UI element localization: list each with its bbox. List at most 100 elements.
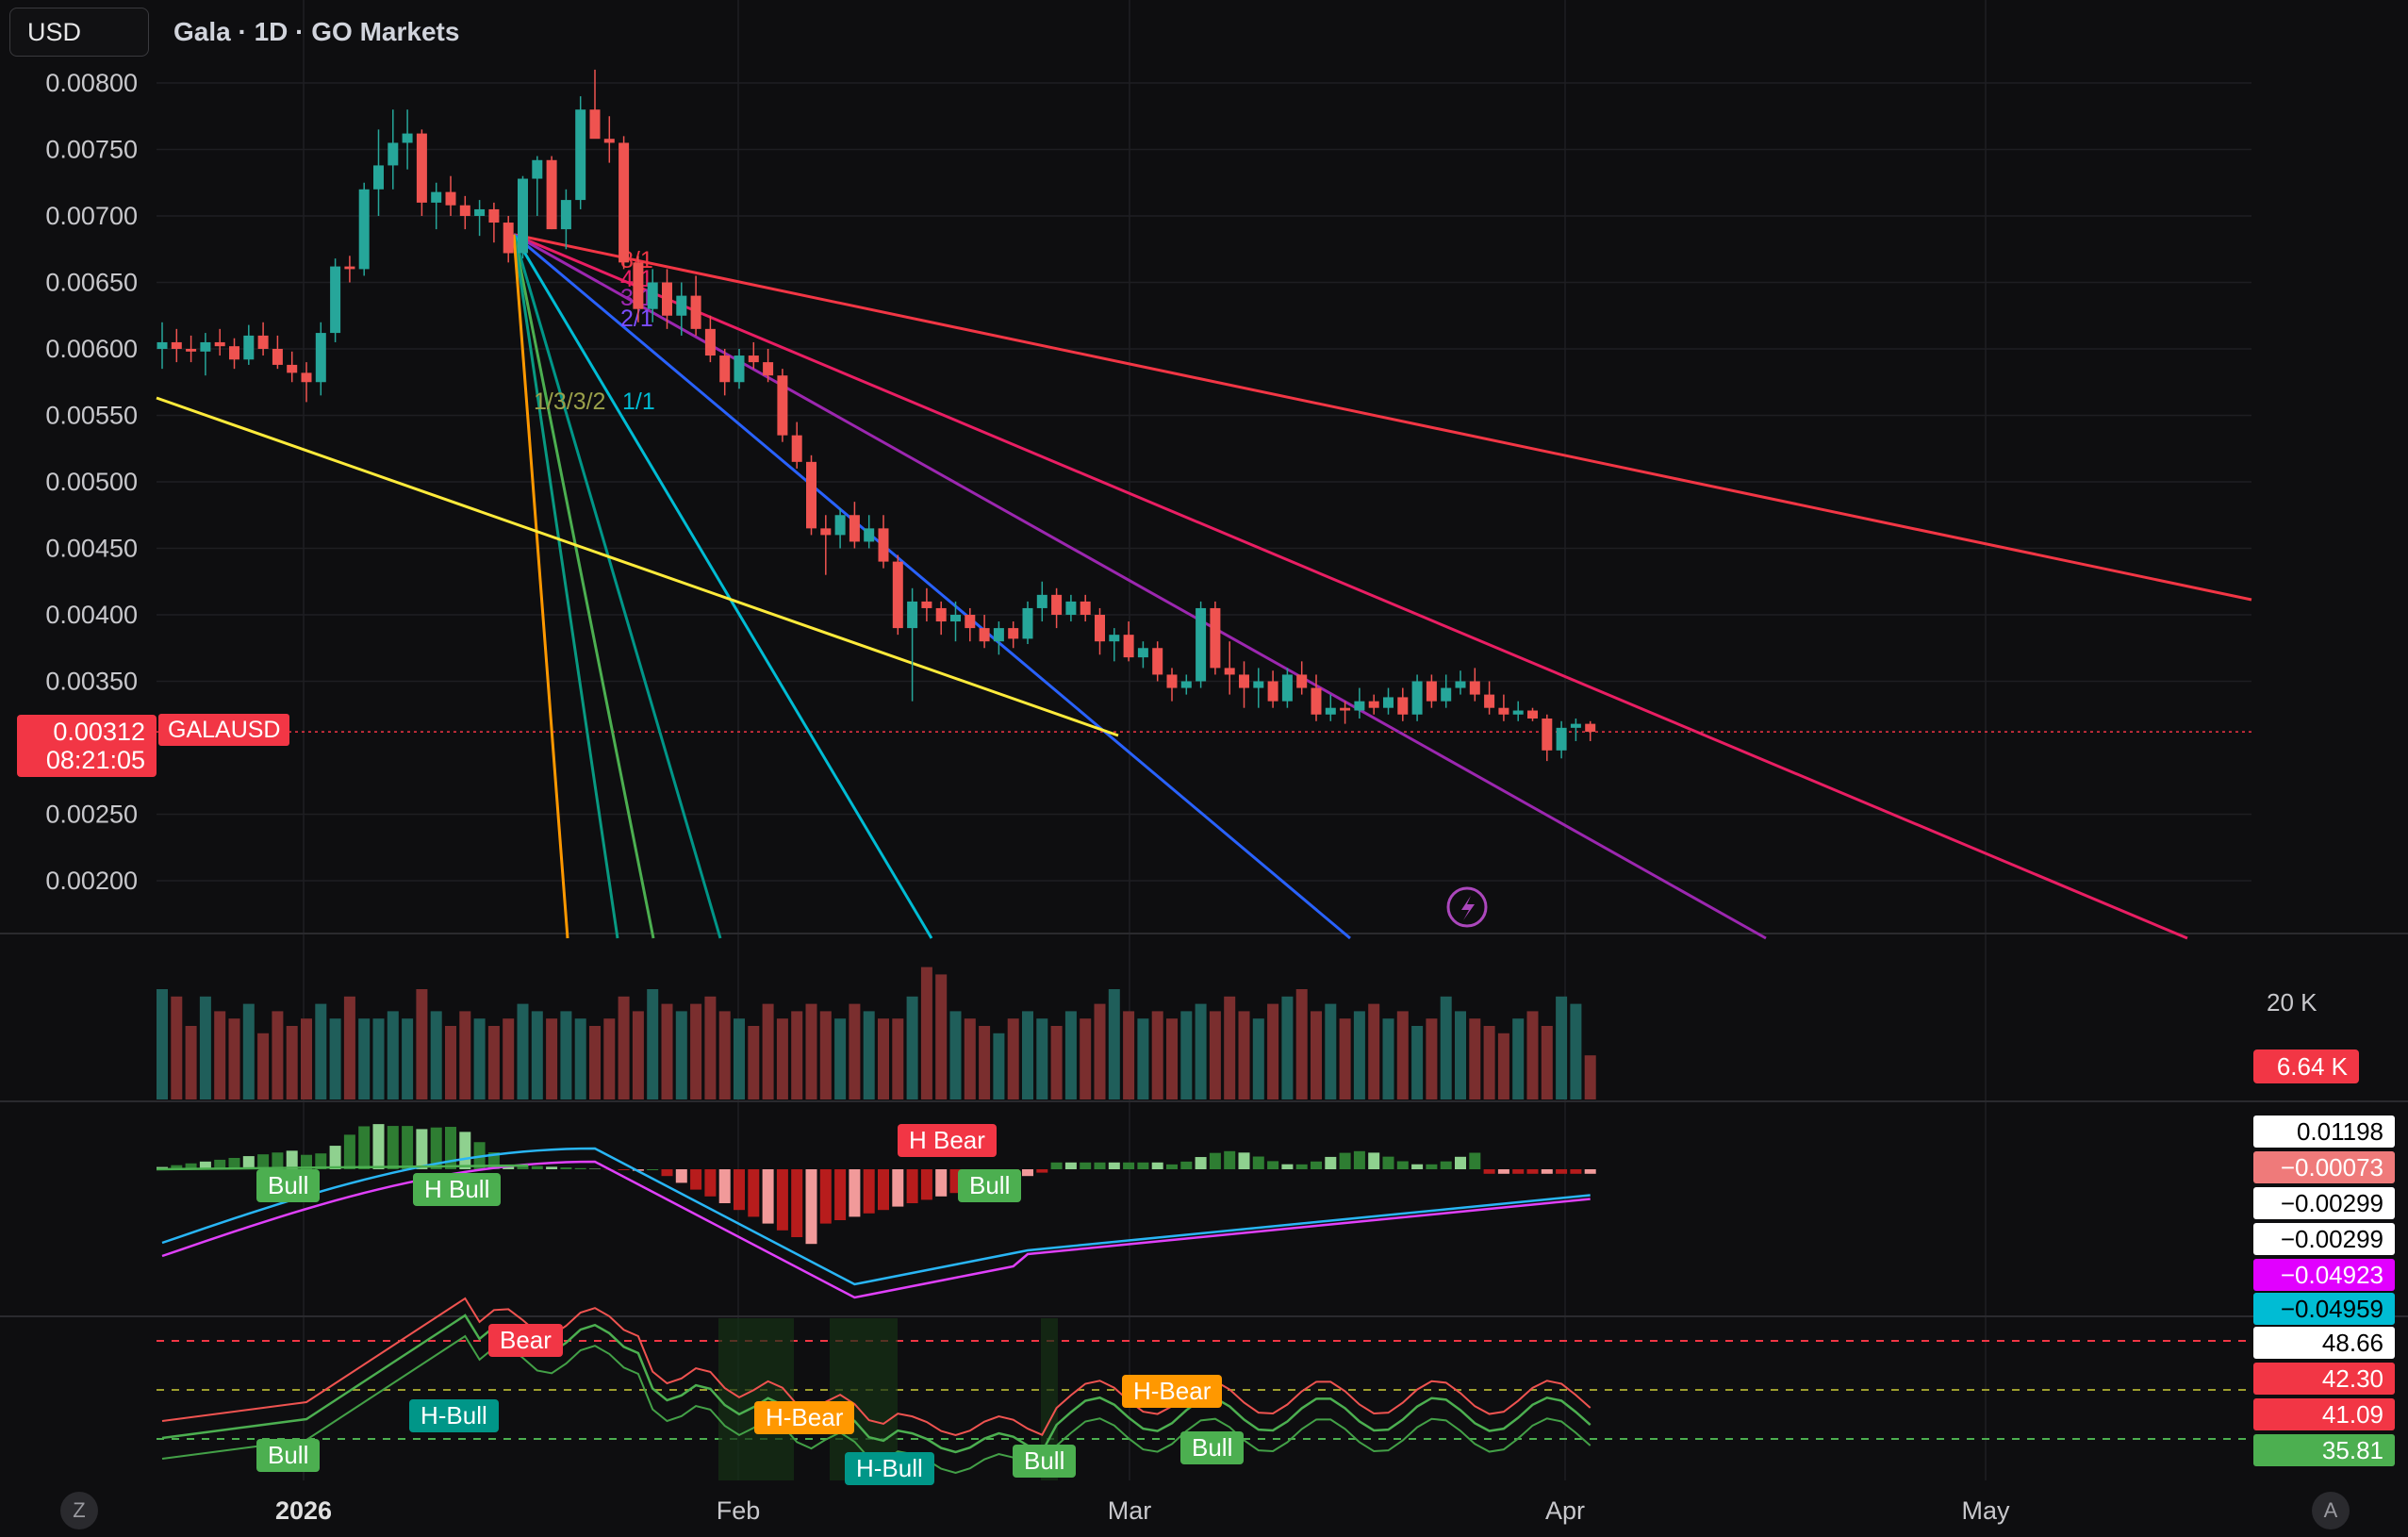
candle-body [186, 349, 197, 352]
rsi-shaded-zone [1041, 1318, 1058, 1480]
macd-histogram-bar [1339, 1152, 1351, 1169]
candle-body [416, 133, 427, 203]
volume-bar [430, 1011, 442, 1099]
macd-histogram-bar [1281, 1164, 1294, 1169]
zoom-reset-button[interactable]: Z [60, 1492, 98, 1529]
candle-body [892, 561, 903, 629]
candle-body [1065, 601, 1077, 615]
macd-histogram-bar [863, 1169, 875, 1214]
volume-bar [776, 1018, 788, 1099]
volume-bar [1353, 1011, 1365, 1099]
volume-bar [704, 996, 717, 1099]
volume-bar [372, 1018, 385, 1099]
macd-signal-label: Bull [256, 1169, 321, 1202]
macd-histogram-bar [1022, 1169, 1033, 1177]
candle-body [402, 133, 413, 143]
symbol-label: GALAUSD [158, 714, 290, 746]
candle-body [806, 461, 816, 529]
rsi-signal-label: Bull [256, 1439, 321, 1472]
volume-bar [603, 1018, 616, 1099]
macd-histogram-bar [445, 1127, 456, 1169]
volume-bar [546, 1018, 558, 1099]
volume-bar [1325, 1003, 1337, 1099]
macd-histogram-bar [661, 1169, 673, 1177]
candle-body [1166, 674, 1178, 688]
rsi-signal-label: H-Bull [845, 1452, 934, 1485]
volume-bar [1382, 1018, 1394, 1099]
candle-body [748, 355, 759, 363]
macd-signal-label: H Bull [413, 1173, 502, 1206]
macd-histogram-bar [531, 1165, 543, 1169]
candle-body [503, 223, 514, 254]
trend-line [156, 396, 1119, 737]
volume-bar [1584, 1055, 1596, 1099]
rsi-signal-label: Bull [1013, 1445, 1077, 1478]
volume-bar [171, 996, 183, 1099]
macd-histogram-bar [849, 1169, 861, 1217]
macd-histogram-bar [171, 1165, 183, 1169]
macd-value-badge [2253, 1116, 2395, 1148]
macd-histogram-bar [1483, 1169, 1495, 1174]
rsi-value: 35.81 [2322, 1436, 2383, 1464]
candle-body [1556, 727, 1567, 751]
candle-body [791, 435, 802, 462]
volume-bar [1556, 996, 1568, 1099]
rsi-signal-label: Bull [1180, 1431, 1245, 1464]
divergence-line [156, 1164, 529, 1171]
candle-body [315, 333, 326, 383]
macd-histogram-bar [1455, 1156, 1466, 1169]
volume-bar [1209, 1011, 1221, 1099]
volume-bar [560, 1011, 572, 1099]
rsi-value-badge [2253, 1434, 2395, 1466]
macd-histogram-bar [1512, 1169, 1525, 1174]
candle-body [518, 178, 528, 254]
volume-bar [1080, 1018, 1092, 1099]
chart-title: Gala · 1D · GO Markets [173, 17, 460, 46]
candle-body [1109, 635, 1120, 642]
volume-bar [1267, 1003, 1279, 1099]
macd-histogram-bar [1440, 1161, 1452, 1169]
candle-body [200, 341, 211, 352]
macd-histogram-bar [1570, 1169, 1582, 1174]
candle-body [1180, 681, 1192, 688]
macd-histogram-bar [402, 1126, 414, 1169]
macd-histogram-bar [618, 1169, 630, 1170]
volume-bar [1050, 1026, 1063, 1099]
volume-bar [718, 1011, 731, 1099]
candle-body [1137, 648, 1148, 658]
macd-histogram-bar [1526, 1169, 1539, 1174]
volume-bar [734, 1018, 745, 1099]
macd-histogram-bar [1036, 1169, 1048, 1173]
gann-fan-drawing[interactable]: 8/14/13/12/11/11/3/3/2 [156, 233, 2252, 940]
volume-bar [863, 1011, 875, 1099]
rsi-value-badge [2253, 1363, 2395, 1395]
candle-body [907, 601, 918, 629]
macd-histogram-bar [920, 1169, 932, 1200]
volume-bar [1195, 1003, 1207, 1099]
auto-scale-button[interactable]: A [2312, 1492, 2350, 1529]
gann-fan-line [512, 234, 655, 939]
candle-body [214, 341, 225, 347]
rsi-signal-label: H-Bull [409, 1399, 499, 1432]
price-tick-label: 0.00600 [45, 335, 138, 363]
candle-body [243, 335, 255, 360]
candle-body [330, 266, 341, 334]
volume-bar [805, 1003, 817, 1099]
candle-body [1441, 687, 1452, 702]
volume-bar [1094, 1003, 1106, 1099]
macd-signal-label: Bull [958, 1169, 1022, 1202]
macd-histogram-bar [315, 1153, 327, 1169]
macd-histogram-bar [199, 1161, 211, 1169]
gann-fan-line [512, 233, 933, 939]
rsi-signal-label: H-Bear [754, 1401, 855, 1434]
candle-body [878, 528, 889, 562]
macd-value: −0.00299 [2281, 1225, 2383, 1253]
rsi-signal-label: Bear [488, 1324, 563, 1357]
currency-selector[interactable]: USD [9, 8, 149, 57]
macd-histogram-bar [675, 1169, 687, 1183]
volume-bar [242, 1003, 255, 1099]
lightning-icon [1461, 896, 1475, 920]
macd-histogram-bar [1094, 1162, 1106, 1169]
candle-body [1080, 601, 1091, 615]
